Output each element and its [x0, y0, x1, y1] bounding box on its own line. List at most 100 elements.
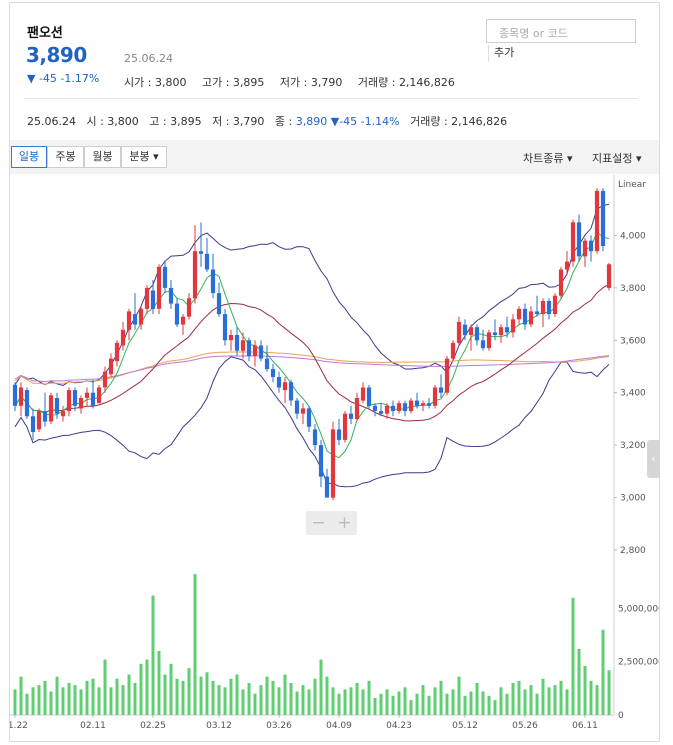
volume-bar [343, 689, 347, 715]
candle-body [606, 264, 612, 288]
bollinger-upper-line [14, 203, 610, 386]
y-tick-label: 3,200 [620, 441, 646, 451]
candle-body [510, 319, 516, 333]
candle-body [270, 369, 276, 377]
candle-body [486, 332, 492, 349]
candle-body [504, 327, 510, 333]
price-change: ▼ -45 -1.17% [27, 72, 100, 85]
volume-bar [253, 693, 257, 715]
candle-body [306, 408, 312, 427]
volume-bar [67, 683, 71, 715]
volume-bar [25, 693, 29, 715]
volume-bar [115, 678, 119, 715]
candle-body [324, 476, 330, 498]
chart-type-dropdown[interactable]: 차트종류 ▾ [523, 152, 573, 165]
volume-bar [361, 689, 365, 715]
x-tick-label: 04.09 [326, 721, 352, 731]
x-tick-label: 03.12 [206, 721, 232, 731]
candle-body [564, 261, 570, 270]
tab-daily[interactable]: 일봉 [11, 146, 47, 168]
candle-body [42, 411, 48, 422]
candle-body [522, 308, 528, 325]
volume-bar [601, 629, 605, 715]
volume-bar [31, 687, 35, 715]
high-label: 고가 [201, 76, 223, 89]
tab-minute[interactable]: 분봉 ▾ [121, 146, 167, 168]
volume-bar [571, 597, 575, 715]
zoom-in-button[interactable]: + [337, 513, 352, 533]
candle-body [102, 371, 108, 388]
candle-body [588, 240, 594, 252]
volume-bar [397, 691, 401, 715]
volume-bar [205, 672, 209, 715]
volume-bar [307, 689, 311, 715]
candle-body [144, 287, 150, 309]
candle-body [468, 327, 474, 336]
volume-bar [109, 687, 113, 715]
candlestick-chart[interactable]: Linear 4,000 3,800 3,600 3,400 3,200 3,000 2,80… [2, 175, 664, 741]
panel-toggle-handle[interactable]: ‹ [647, 440, 660, 478]
search-input[interactable]: 종목명 or 코드 [486, 19, 636, 43]
candle-body [48, 395, 54, 422]
volume-bar [433, 687, 437, 715]
candle-body [312, 429, 318, 446]
add-button[interactable]: 추가 [488, 45, 514, 62]
candle-body [450, 342, 456, 359]
zoom-out-button[interactable]: − [311, 513, 326, 533]
volume-bar [313, 678, 317, 715]
volume-bar [589, 680, 593, 715]
indicator-settings-dropdown[interactable]: 지표설정 ▾ [592, 152, 642, 165]
candle-body [204, 253, 210, 270]
tab-monthly[interactable]: 월봉 [84, 146, 121, 168]
candle-body [234, 335, 240, 351]
candle-body [78, 398, 84, 409]
candle-body [66, 390, 72, 412]
ma-long-orange-line [14, 351, 610, 385]
candle-body [90, 392, 96, 406]
candle-body [72, 390, 78, 406]
volume-bar [415, 693, 419, 715]
volume-bar [229, 678, 233, 715]
candle-body [390, 405, 396, 411]
candle-body [198, 251, 204, 254]
volume-bar [73, 685, 77, 715]
volume-bar [241, 689, 245, 715]
volume-bar [427, 695, 431, 715]
candle-body [120, 329, 126, 346]
candle-body [228, 335, 234, 341]
candle-body [36, 411, 42, 430]
volume-bar [181, 680, 185, 715]
volume-bar [457, 676, 461, 715]
candle-body [420, 403, 426, 406]
candle-body [180, 316, 186, 325]
volume-tick-label: 5,000,000 [618, 604, 659, 614]
high-value: 3,895 [232, 76, 265, 89]
x-tick-label: 05.12 [452, 721, 478, 731]
candle-body [258, 345, 264, 359]
candle-body [240, 340, 246, 351]
candle-body [126, 311, 132, 330]
candle-body [300, 408, 306, 414]
volume-bar [523, 689, 527, 715]
candle-body [462, 324, 468, 336]
candle-body [474, 327, 480, 341]
volume-label: 거래량 [357, 76, 389, 89]
volume-bar [565, 689, 569, 715]
candle-body [516, 308, 522, 320]
volume-bar [85, 680, 89, 715]
candle-body [492, 332, 498, 335]
candle-body [60, 411, 66, 417]
candle-body [216, 293, 222, 315]
candle-body [408, 400, 414, 412]
volume-bar [103, 659, 107, 715]
volume-bar [583, 665, 587, 715]
ma-mid-line [14, 283, 610, 422]
candle-body [174, 303, 180, 325]
chart-area[interactable]: Linear 4,000 3,800 3,600 3,400 3,200 3,000 2,80… [2, 175, 664, 741]
x-tick-label: 03.26 [266, 721, 292, 731]
volume-bar [91, 678, 95, 715]
candle-body [534, 311, 540, 314]
tab-weekly[interactable]: 주봉 [47, 146, 84, 168]
x-tick-label: 02.11 [80, 721, 106, 731]
volume-bar [529, 685, 533, 715]
